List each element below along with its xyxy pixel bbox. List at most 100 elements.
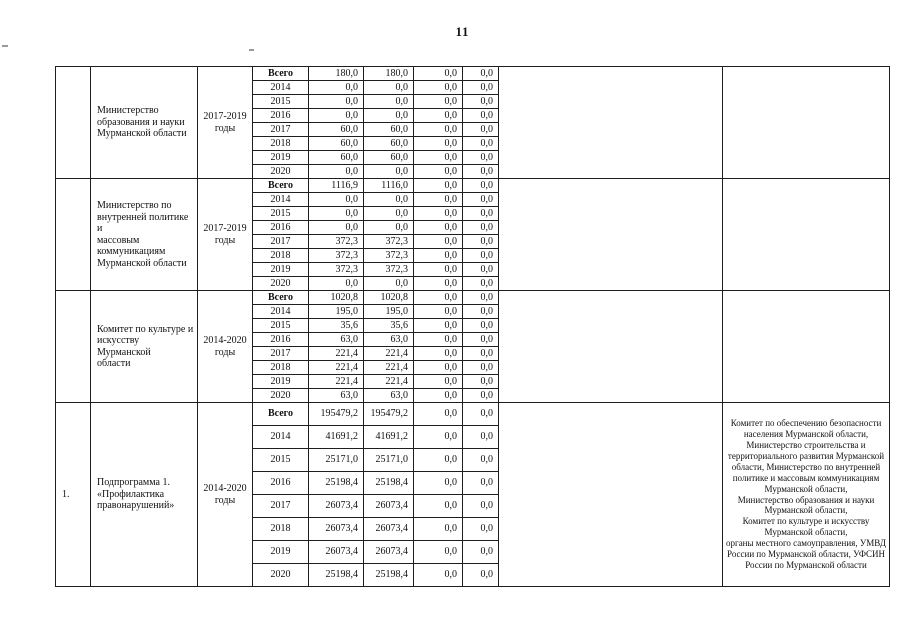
value-cell: 0,0 [462,471,499,495]
value-cell: 41691,2 [363,425,414,449]
value-cell: 1020,8 [363,290,414,305]
value-cell: 372,3 [363,248,414,263]
value-cell: 372,3 [363,234,414,249]
value-cell: 0,0 [462,540,499,564]
value-cell: 0,0 [308,206,364,221]
value-cell: 35,6 [308,318,364,333]
year-label-cell: 2015 [252,206,309,221]
year-label-cell: 2016 [252,471,309,495]
value-cell: 0,0 [308,276,364,291]
value-cell: 0,0 [363,94,414,109]
value-cell: 0,0 [462,178,499,193]
value-cell: 372,3 [308,262,364,277]
table-row: 2016 0,0 0,0 0,0 0,0 [56,220,890,235]
value-cell: 0,0 [413,494,463,518]
value-cell: 0,0 [363,80,414,95]
value-cell: 0,0 [413,248,463,263]
value-cell: 195479,2 [308,402,364,426]
year-label-cell: 2015 [252,448,309,472]
year-label-cell: 2016 [252,220,309,235]
year-label-cell: 2020 [252,563,309,587]
value-cell: 0,0 [413,540,463,564]
value-cell: 0,0 [462,388,499,403]
row-number-cell [55,66,91,179]
value-cell: 0,0 [413,192,463,207]
year-label-cell: 2015 [252,94,309,109]
year-label-cell: 2020 [252,164,309,179]
value-cell: 0,0 [413,66,463,81]
year-label-cell: 2018 [252,136,309,151]
value-cell: 0,0 [413,402,463,426]
value-cell: 0,0 [413,471,463,495]
value-cell: 0,0 [413,276,463,291]
responsible-note-cell [722,178,890,291]
value-cell: 0,0 [462,276,499,291]
value-cell: 221,4 [308,360,364,375]
value-cell: 0,0 [413,425,463,449]
value-cell: 0,0 [413,164,463,179]
value-cell: 41691,2 [308,425,364,449]
value-cell: 0,0 [462,425,499,449]
table-row: 2020 0,0 0,0 0,0 0,0 [56,164,890,179]
value-cell: 372,3 [363,262,414,277]
year-label-cell: 2014 [252,80,309,95]
year-label-cell: 2017 [252,234,309,249]
value-cell: 26073,4 [363,540,414,564]
value-cell: 0,0 [308,220,364,235]
value-cell: 25198,4 [363,563,414,587]
value-cell: 1116,0 [363,178,414,193]
value-cell: 0,0 [363,108,414,123]
period-cell: 2017-2019 годы [197,66,253,179]
year-label-cell: 2017 [252,346,309,361]
value-cell: 0,0 [413,374,463,389]
period-cell: 2017-2019 годы [197,178,253,291]
value-cell: 0,0 [462,304,499,319]
spacer-cell [498,178,723,291]
value-cell: 26073,4 [308,517,364,541]
year-label-cell: Всего [252,402,309,426]
value-cell: 0,0 [462,494,499,518]
row-number-cell: 1. [55,402,91,587]
value-cell: 0,0 [413,150,463,165]
value-cell: 0,0 [363,164,414,179]
value-cell: 35,6 [363,318,414,333]
value-cell: 0,0 [462,332,499,347]
value-cell: 0,0 [363,192,414,207]
value-cell: 0,0 [413,136,463,151]
scan-artifact-dash [249,49,254,51]
budget-table-body: Министерство образования и науки Мурманс… [55,66,890,587]
value-cell: 0,0 [308,192,364,207]
responsible-note-cell [722,66,890,179]
value-cell: 180,0 [308,66,364,81]
value-cell: 63,0 [363,332,414,347]
value-cell: 1020,8 [308,290,364,305]
value-cell: 0,0 [462,402,499,426]
value-cell: 0,0 [462,150,499,165]
value-cell: 26073,4 [363,494,414,518]
value-cell: 60,0 [363,122,414,137]
value-cell: 221,4 [363,346,414,361]
value-cell: 195479,2 [363,402,414,426]
year-label-cell: 2018 [252,360,309,375]
value-cell: 0,0 [413,80,463,95]
year-label-cell: 2014 [252,192,309,207]
value-cell: 25171,0 [363,448,414,472]
year-label-cell: Всего [252,290,309,305]
budget-table: Министерство образования и науки Мурманс… [55,66,890,587]
table-row: 2016 25198,4 25198,4 0,0 0,0 [56,471,890,495]
table-row: 2017 60,0 60,0 0,0 0,0 [56,122,890,137]
year-label-cell: 2017 [252,122,309,137]
value-cell: 180,0 [363,66,414,81]
value-cell: 0,0 [462,374,499,389]
responsible-note-cell: Комитет по обеспечению безопасности насе… [722,402,890,587]
responsible-note-cell [722,290,890,403]
year-label-cell: 2015 [252,318,309,333]
value-cell: 0,0 [308,80,364,95]
table-row: 2020 0,0 0,0 0,0 0,0 [56,276,890,291]
value-cell: 60,0 [363,150,414,165]
value-cell: 0,0 [413,178,463,193]
executor-name-cell: Комитет по культуре и искусству Мурманск… [90,290,198,403]
year-label-cell: Всего [252,66,309,81]
value-cell: 0,0 [462,164,499,179]
